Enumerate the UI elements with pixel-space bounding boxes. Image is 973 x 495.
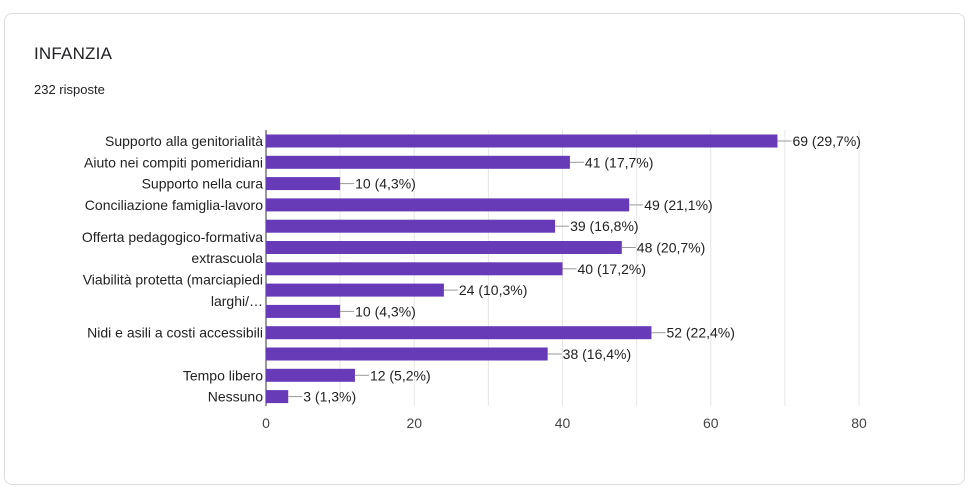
bar [266,198,630,212]
category-label: Conciliazione famiglia-lavoro [85,197,263,213]
value-label: 10 (4,3%) [355,303,416,319]
value-label: 52 (22,4%) [666,325,734,341]
bar [266,134,778,148]
category-label: Aiuto nei compiti pomeridiani [84,154,263,170]
value-label: 3 (1,3%) [303,389,356,405]
response-count: 232 risposte [34,82,105,97]
x-tick-label: 80 [851,415,867,431]
x-tick-label: 0 [262,415,270,431]
bar [266,347,548,361]
bar [266,177,341,191]
category-label: Tempo libero [183,367,263,383]
value-label: 39 (16,8%) [570,218,638,234]
bar [266,241,622,254]
value-label: 69 (29,7%) [792,133,860,149]
bar [266,368,355,382]
category-label: Supporto alla genitorialità [105,133,263,149]
category-label: extrascuola [191,250,263,266]
value-label: 41 (17,7%) [585,154,653,170]
x-tick-label: 40 [555,415,571,431]
x-tick-label: 20 [406,415,422,431]
bar [266,326,652,340]
category-label: Nidi e asili a costi accessibili [87,325,263,341]
category-label: Offerta pedagogico-formativa [82,229,263,245]
category-label: Supporto nella cura [142,176,264,192]
bar [266,304,341,318]
value-label: 10 (4,3%) [355,176,416,192]
bar [266,390,289,404]
bars-layer [266,134,792,404]
category-label: larghi/… [211,293,263,309]
category-label: Nessuno [208,389,263,405]
labels-layer: 69 (29,7%) 41 (17,7%) 10 (4,3%) 49 (21,1%) 3… [82,133,861,405]
value-label: 40 (17,2%) [578,261,646,277]
question-title: INFANZIA [34,44,113,63]
bar [266,283,444,297]
category-label: Viabilità protetta (marciapiedi [83,271,263,287]
value-label: 38 (16,4%) [563,346,631,362]
x-axis-ticks: 0 20 40 60 80 [262,415,867,431]
value-label: 12 (5,2%) [370,367,431,383]
bar [266,219,556,233]
bar [266,262,563,276]
value-label: 48 (20,7%) [637,240,705,256]
bar [266,155,570,169]
value-label: 24 (10,3%) [459,282,527,298]
value-label: 49 (21,1%) [644,197,712,213]
x-tick-label: 60 [703,415,719,431]
